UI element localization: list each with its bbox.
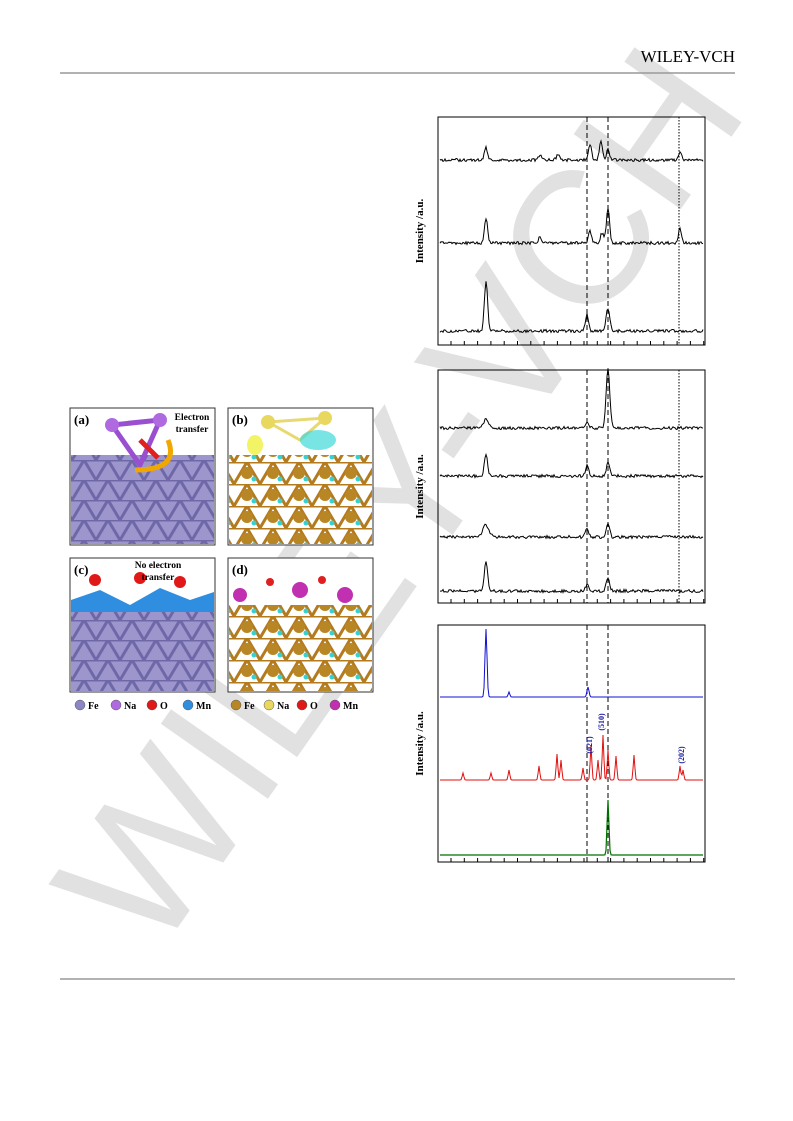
legend-label: Na (124, 701, 136, 712)
panel-b: (b) (227, 407, 374, 546)
xrd-trace (440, 561, 704, 594)
xrd-trace (439, 452, 704, 479)
legend-label: Mn (196, 701, 211, 712)
panel-c: (c) No electron transfer (69, 557, 216, 693)
xrd-trace (440, 734, 703, 781)
xrd-trace (439, 281, 704, 334)
xrd-trace (440, 628, 703, 698)
plot-frame (437, 369, 706, 604)
publisher: WILEY-VCH (641, 47, 735, 66)
panel-note: No electron (135, 561, 182, 571)
peak-label: (021) (585, 736, 594, 754)
legend-label: Fe (244, 701, 255, 712)
legend-label: Mn (343, 701, 358, 712)
panel-note: Electron (175, 413, 210, 423)
panel-label: (b) (232, 412, 248, 427)
legend-swatch (329, 699, 341, 711)
panel-label: (c) (74, 562, 88, 577)
plot-frame (437, 116, 706, 346)
panel-note: transfer (176, 425, 209, 435)
xrd-trace (439, 368, 704, 431)
panel-a: (a) Electron transfer (69, 407, 216, 546)
legend-swatch (263, 699, 275, 711)
legend-label: Na (277, 701, 289, 712)
xrd-trace (439, 139, 704, 163)
y-axis-label: Intensity /a.u. (414, 454, 426, 519)
y-axis-label: Intensity /a.u. (414, 199, 426, 264)
peak-label: (202) (677, 746, 686, 764)
legend-swatch (296, 699, 308, 711)
legend-swatch (110, 699, 122, 711)
xrd-trace (439, 521, 704, 540)
xrd-trace (439, 208, 704, 246)
panel-label: (a) (74, 412, 89, 427)
legend-swatch (182, 699, 194, 711)
plot-frame (437, 624, 706, 863)
xrd-figure: Intensity /a.u. Intensity /a.u. Intensity … (414, 116, 706, 863)
legend-label: Fe (88, 701, 99, 712)
legends: Fe Na O Mn Fe Na O Mn (74, 699, 358, 712)
legend-label: O (310, 701, 318, 712)
panel-d: (d) (227, 557, 374, 693)
panel-note: transfer (142, 573, 175, 583)
xrd-trace (440, 799, 703, 856)
legend-swatch (230, 699, 242, 711)
legend-swatch (74, 699, 86, 711)
peak-label: (510) (597, 713, 606, 731)
legend-swatch (146, 699, 158, 711)
panel-label: (d) (232, 562, 248, 577)
y-axis-label: Intensity /a.u. (414, 711, 426, 776)
legend-label: O (160, 701, 168, 712)
